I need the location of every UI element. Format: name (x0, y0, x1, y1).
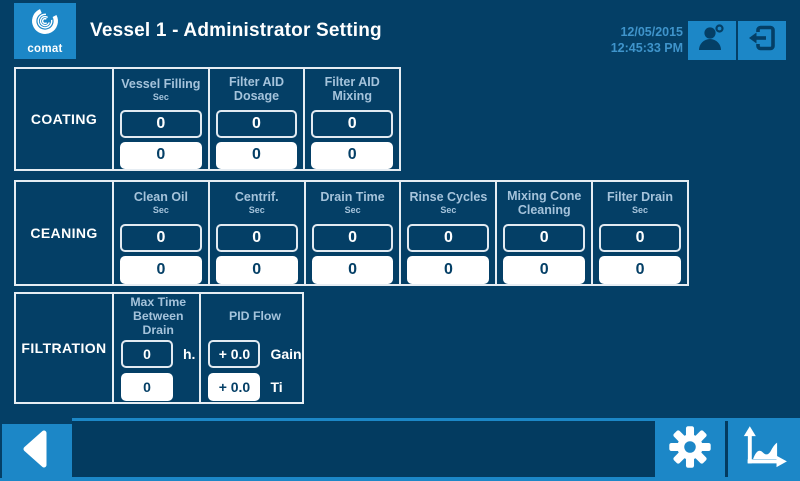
gear-icon (667, 424, 713, 475)
footer-button-divider (725, 421, 728, 477)
datetime-display: 12/05/2015 12:45:33 PM (611, 24, 683, 57)
rinse-cycles-actual-field[interactable]: 0 (407, 256, 490, 284)
column-title: Drain Time (320, 190, 385, 204)
mixing-cone-cleaning-setpoint-field[interactable]: 0 (503, 224, 586, 252)
max-time-actual-field[interactable]: 0 (121, 373, 173, 401)
coating-row-label: COATING (30, 111, 98, 127)
footer-bottom-strip (0, 478, 72, 481)
vessel-filling-setpoint-field[interactable]: 0 (120, 110, 202, 138)
column-header: Rinse Cycles Sec (407, 184, 489, 221)
ceaning-col-rinse-cycles: Rinse Cycles Sec 0 0 (399, 182, 495, 284)
filter-aid-mixing-setpoint-field[interactable]: 0 (311, 110, 394, 138)
column-header: Clean Oil Sec (120, 184, 202, 221)
column-header: Mixing Cone Cleaning (503, 184, 585, 221)
pid-gain-row: + 0.0 Gain (208, 340, 302, 368)
column-unit: Sec (152, 205, 169, 215)
clean-oil-actual-field[interactable]: 0 (120, 256, 202, 284)
column-header: Filter AID Dosage (216, 71, 298, 107)
trend-chart-button[interactable] (728, 421, 800, 477)
column-unit: Sec (152, 91, 169, 102)
column-header: Vessel Filling Sec (120, 71, 202, 107)
coating-col-filter-aid-dosage: Filter AID Dosage 0 0 (207, 69, 304, 169)
column-unit: Sec (632, 205, 649, 215)
column-title: Filter AID Dosage (228, 75, 285, 104)
comat-logo: comat (14, 3, 76, 59)
column-title: Max Time Between Drain (130, 295, 187, 337)
filter-aid-mixing-actual-field[interactable]: 0 (311, 141, 394, 169)
centrif-actual-field[interactable]: 0 (215, 256, 298, 284)
pid-ti-row: + 0.0 Ti (208, 373, 301, 401)
back-arrow-icon (17, 427, 57, 476)
logout-button[interactable] (738, 21, 786, 60)
ceaning-col-mixing-cone-cleaning: Mixing Cone Cleaning 0 0 (495, 182, 591, 284)
column-header: Max Time Between Drain (121, 295, 195, 338)
drain-time-actual-field[interactable]: 0 (311, 256, 394, 284)
pid-gain-field[interactable]: + 0.0 (208, 340, 261, 368)
filtration-row-label: FILTRATION (21, 340, 107, 356)
column-unit: Sec (440, 205, 457, 215)
column-header: Centrif. Sec (216, 184, 298, 221)
logo-wordmark: comat (27, 43, 63, 55)
ceaning-row-label: CEANING (30, 225, 98, 241)
footer-panel (72, 421, 655, 477)
user-icon (696, 23, 728, 58)
rinse-cycles-setpoint-field[interactable]: 0 (407, 224, 490, 252)
centrif-setpoint-field[interactable]: 0 (215, 224, 298, 252)
column-unit: Sec (344, 205, 361, 215)
column-title: Centrif. (234, 190, 279, 204)
logout-icon (747, 23, 777, 58)
ceaning-col-drain-time: Drain Time Sec 0 0 (303, 182, 400, 284)
ceaning-col-clean-oil: Clean Oil Sec 0 0 (112, 182, 208, 284)
filter-drain-actual-field[interactable]: 0 (599, 256, 681, 284)
comat-coil-icon (29, 7, 61, 42)
max-time-actual-row: 0 (121, 373, 195, 401)
settings-button[interactable] (655, 421, 725, 477)
column-title: Vessel Filling (121, 76, 201, 91)
filtration-col-max-time-between-drain: Max Time Between Drain 0 h. 0 (112, 294, 199, 402)
column-title: Filter AID Mixing (324, 75, 380, 104)
column-header: Drain Time Sec (312, 184, 394, 221)
back-button[interactable] (2, 424, 72, 478)
column-header: Filter Drain Sec (599, 184, 681, 221)
mixing-cone-cleaning-actual-field[interactable]: 0 (503, 256, 586, 284)
column-header: Filter AID Mixing (311, 71, 393, 107)
ceaning-table: CEANING Clean Oil Sec 0 0 Centrif. Sec 0… (14, 180, 689, 286)
date-text: 12/05/2015 (620, 25, 683, 39)
ceaning-col-centrif: Centrif. Sec 0 0 (207, 182, 304, 284)
trend-chart-icon (740, 425, 788, 474)
pid-ti-field[interactable]: + 0.0 (208, 373, 261, 401)
coating-col-filter-aid-mixing: Filter AID Mixing 0 0 (303, 69, 399, 169)
column-title: Mixing Cone Cleaning (507, 188, 582, 217)
page-title: Vessel 1 - Administrator Setting (90, 20, 382, 41)
filter-aid-dosage-setpoint-field[interactable]: 0 (215, 110, 298, 138)
vessel-filling-actual-field[interactable]: 0 (120, 141, 202, 169)
filtration-col-pid-flow: PID Flow + 0.0 Gain + 0.0 Ti (199, 294, 305, 402)
time-text: 12:45:33 PM (610, 41, 683, 56)
column-unit: Sec (248, 205, 265, 215)
pid-ti-label: Ti (270, 379, 283, 395)
filter-drain-setpoint-field[interactable]: 0 (599, 224, 681, 252)
ceaning-col-filter-drain: Filter Drain Sec 0 0 (591, 182, 687, 284)
column-title: Clean Oil (133, 190, 188, 204)
filtration-table: FILTRATION Max Time Between Drain 0 h. 0… (14, 292, 304, 404)
user-account-button[interactable] (688, 21, 736, 60)
column-title: Rinse Cycles (409, 190, 488, 204)
filter-aid-dosage-actual-field[interactable]: 0 (215, 141, 298, 169)
clean-oil-setpoint-field[interactable]: 0 (120, 224, 202, 252)
max-time-setpoint-field[interactable]: 0 (121, 340, 173, 368)
coating-col-vessel-filling: Vessel Filling Sec 0 0 (112, 69, 208, 169)
column-title: Filter Drain (607, 190, 674, 204)
column-title: PID Flow (229, 309, 281, 324)
drain-time-setpoint-field[interactable]: 0 (311, 224, 394, 252)
column-header: PID Flow (208, 296, 301, 338)
max-time-setpoint-row: 0 h. (121, 340, 195, 368)
coating-table: COATING Vessel Filling Sec 0 0 Filter AI… (14, 67, 401, 171)
max-time-unit-label: h. (183, 346, 196, 362)
pid-gain-label: Gain (270, 346, 302, 362)
